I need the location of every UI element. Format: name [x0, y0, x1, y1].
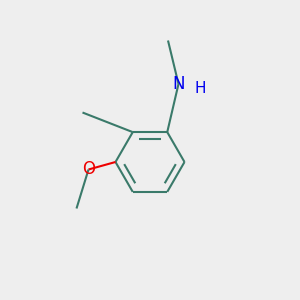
Text: O: O	[82, 160, 95, 178]
Text: H: H	[195, 81, 206, 96]
Text: N: N	[172, 75, 185, 93]
